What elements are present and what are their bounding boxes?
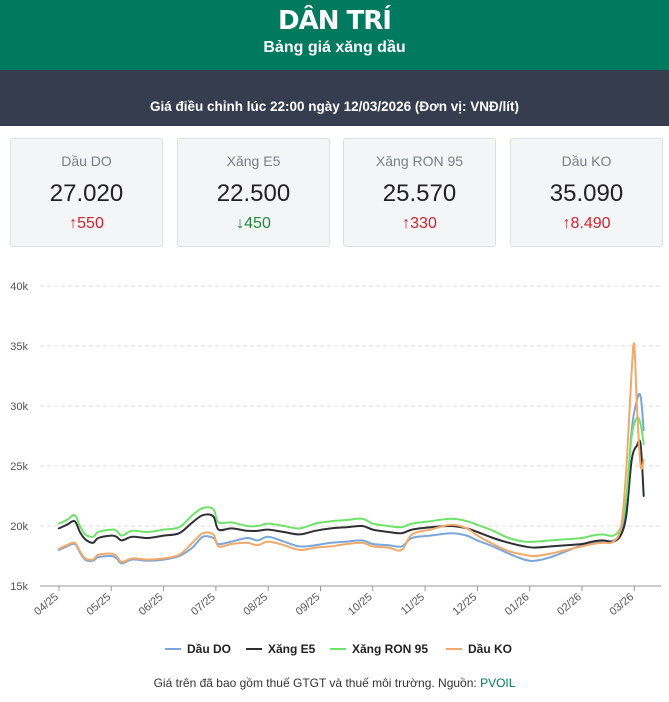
arrow-up-icon: ↑ xyxy=(402,215,411,232)
price-card-dau-do: Dầu DO 27.020 ↑550 xyxy=(10,138,163,247)
legend-swatch xyxy=(446,648,462,650)
legend-swatch xyxy=(330,648,346,650)
card-label: Dầu KO xyxy=(561,153,612,169)
series-line-3 xyxy=(58,342,645,564)
dantri-logo: DÂN TRÍ xyxy=(278,6,392,36)
footer-text: Giá trên đã bao gồm thuế GTGT và thuế mô… xyxy=(153,676,481,690)
x-tick-label: 06/25 xyxy=(137,591,166,618)
card-label: Xăng RON 95 xyxy=(375,153,464,169)
card-change-value: 8.490 xyxy=(570,215,611,232)
card-label: Xăng E5 xyxy=(226,153,281,169)
x-tick-label: 07/25 xyxy=(189,591,218,618)
card-price: 27.020 xyxy=(49,180,124,207)
legend-swatch xyxy=(246,648,262,650)
price-card-xang-ron95: Xăng RON 95 25.570 ↑330 xyxy=(343,138,496,247)
y-tick-label: 25k xyxy=(10,461,28,473)
card-change: ↑550 xyxy=(11,215,162,233)
card-price: 22.500 xyxy=(216,180,291,207)
x-tick-label: 02/26 xyxy=(555,591,584,618)
x-tick-label: 10/25 xyxy=(346,591,375,618)
page-title: Bảng giá xăng dầu xyxy=(263,39,406,56)
card-change-value: 330 xyxy=(410,215,437,232)
card-label: Dầu DO xyxy=(61,153,112,169)
price-line-chart: 15k 20k 25k 30k 35k 40k 04/25 05/25 06/25 07/25 08… xyxy=(10,281,661,618)
footer-note: Giá trên đã bao gồm thuế GTGT và thuế mô… xyxy=(0,676,669,690)
header: DÂN TRÍ Bảng giá xăng dầu xyxy=(0,0,669,70)
y-tick-label: 35k xyxy=(10,341,28,353)
arrow-up-icon: ↑ xyxy=(69,215,78,232)
adjustment-info: Giá điều chỉnh lúc 22:00 ngày 12/03/2026… xyxy=(150,99,519,114)
card-price: 35.090 xyxy=(549,180,624,207)
card-change-value: 450 xyxy=(244,215,271,232)
series-line-2 xyxy=(58,416,645,543)
x-tick-label: 09/25 xyxy=(294,591,323,618)
legend-label: Dầu KO xyxy=(468,642,513,656)
card-price: 25.570 xyxy=(382,180,457,207)
x-tick-label: 03/26 xyxy=(607,591,636,618)
y-tick-label: 15k xyxy=(10,581,28,593)
legend-label: Xăng RON 95 xyxy=(352,642,429,656)
arrow-down-icon: ↓ xyxy=(236,215,245,232)
y-tick-label: 30k xyxy=(10,401,28,413)
card-change-value: 550 xyxy=(77,215,104,232)
x-tick-label: 12/25 xyxy=(451,591,480,618)
card-change: ↑8.490 xyxy=(511,215,662,233)
card-change: ↓450 xyxy=(178,215,329,233)
x-tick-label: 08/25 xyxy=(241,591,270,618)
y-tick-label: 20k xyxy=(10,521,28,533)
source-link[interactable]: PVOIL xyxy=(480,676,516,690)
legend-label: Dầu DO xyxy=(187,642,232,656)
x-tick-label: 04/25 xyxy=(32,591,61,618)
price-card-dau-ko: Dầu KO 35.090 ↑8.490 xyxy=(510,138,663,247)
series-line-1 xyxy=(58,439,645,549)
x-tick-label: 01/26 xyxy=(503,591,532,618)
legend-label: Xăng E5 xyxy=(268,642,316,656)
y-tick-label: 40k xyxy=(10,281,28,293)
legend-swatch xyxy=(165,648,181,650)
x-tick-label: 11/25 xyxy=(399,591,427,617)
arrow-up-icon: ↑ xyxy=(562,215,571,232)
price-card-xang-e5: Xăng E5 22.500 ↓450 xyxy=(177,138,330,247)
info-bar: Giá điều chỉnh lúc 22:00 ngày 12/03/2026… xyxy=(0,70,669,126)
card-change: ↑330 xyxy=(344,215,495,233)
x-tick-label: 05/25 xyxy=(84,591,113,618)
